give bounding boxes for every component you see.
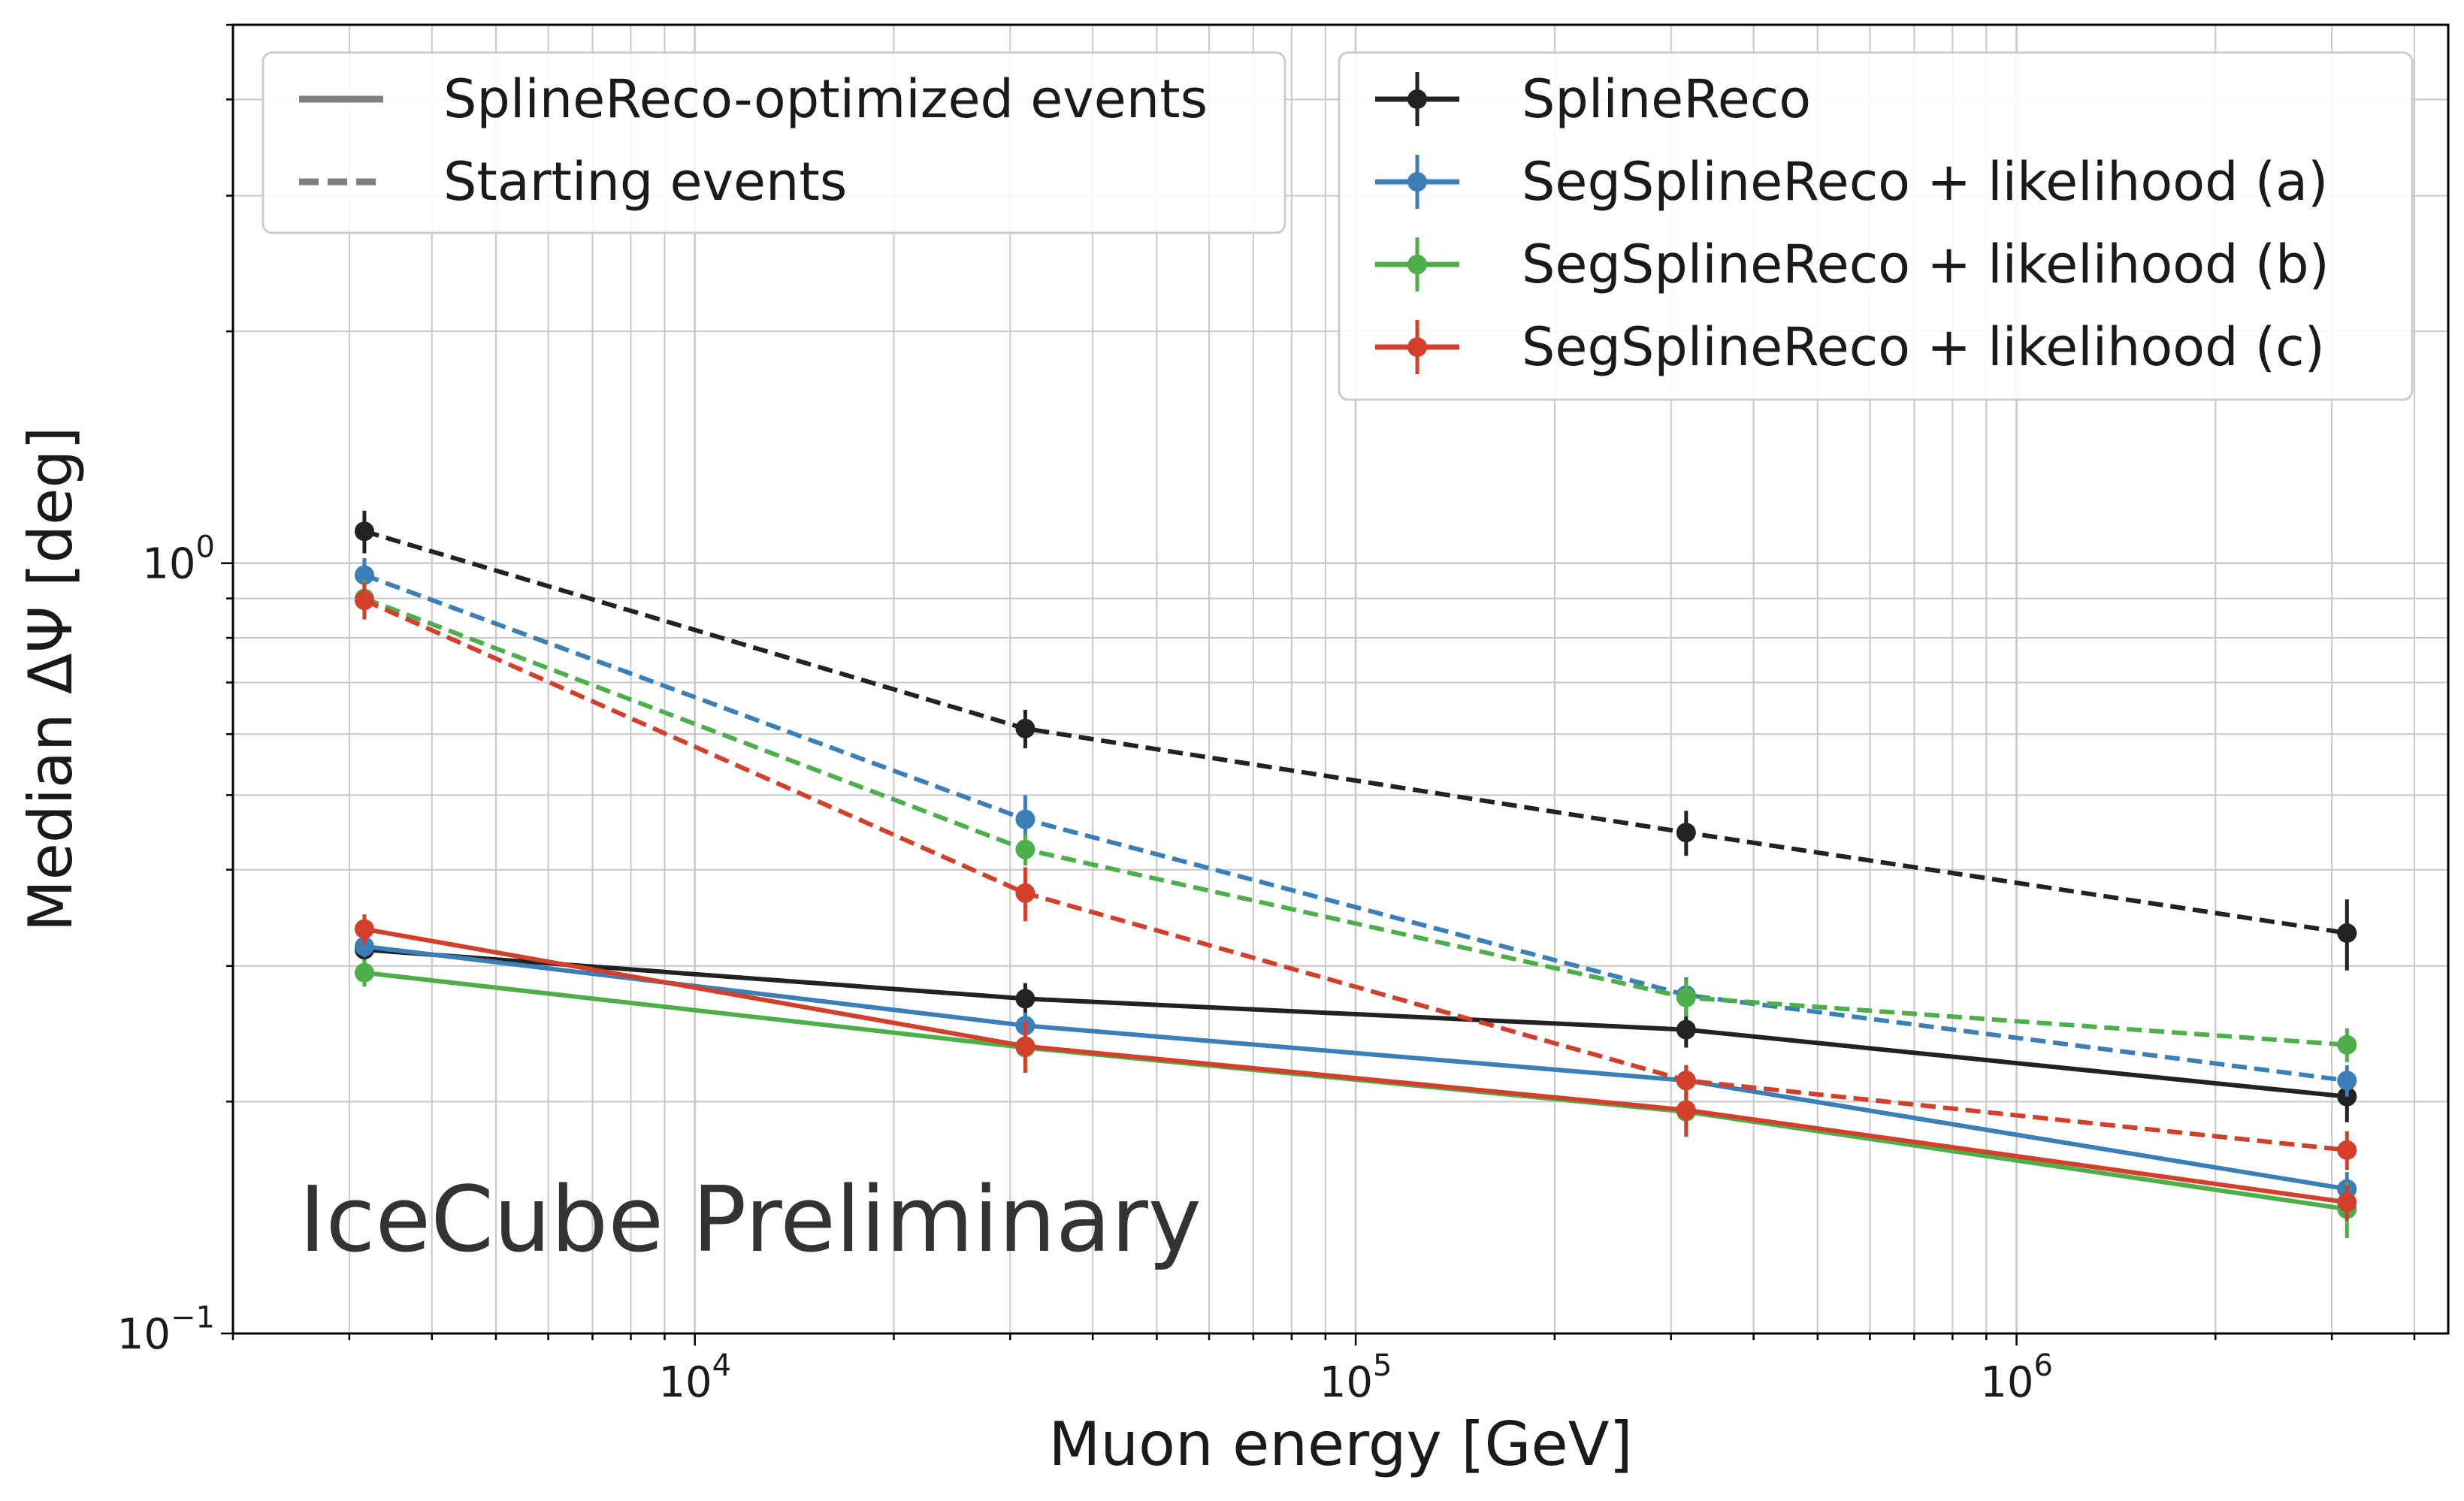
legend-frame xyxy=(1338,51,2414,401)
data-point xyxy=(354,565,374,585)
legend-marker xyxy=(1407,337,1427,357)
data-point xyxy=(1676,987,1696,1007)
x-tick-label-base: 10 xyxy=(1980,1358,2033,1407)
x-tick-label-exponent: 6 xyxy=(2033,1348,2052,1383)
y-tick-label: 100 xyxy=(142,530,215,589)
legend-label: SplineReco-optimized events xyxy=(443,68,1208,130)
legend-label: SegSplineReco + likelihood (b) xyxy=(1522,234,2329,295)
data-point xyxy=(354,936,374,956)
legend-marker xyxy=(1407,172,1427,192)
series-line xyxy=(363,596,2348,1047)
series-line xyxy=(363,598,2348,1152)
legend-marker xyxy=(1407,89,1427,109)
y-tick-label: 10−1 xyxy=(117,1300,215,1359)
x-tick-label-base: 10 xyxy=(658,1358,712,1407)
y-tick-label-exponent: −1 xyxy=(171,1300,215,1335)
y-tick-label-exponent: 0 xyxy=(196,530,215,565)
legend-label: Starting events xyxy=(443,151,847,213)
data-point xyxy=(2337,1034,2357,1055)
series-dashed xyxy=(354,558,2357,1097)
data-point xyxy=(354,919,374,939)
icecube-preliminary-annotation: IceCube Preliminary xyxy=(299,1168,1202,1273)
data-point xyxy=(1015,1036,1035,1056)
legend-methods: SplineReco SegSplineReco + likelihood (a)… xyxy=(1338,51,2414,401)
legend-frame xyxy=(262,51,1286,234)
data-point xyxy=(1015,809,1035,829)
data-point xyxy=(354,590,374,611)
data-point xyxy=(1676,823,1696,843)
series-solid xyxy=(354,914,2357,1222)
legend-label: SegSplineReco + likelihood (a) xyxy=(1522,151,2328,213)
data-point xyxy=(1676,1100,1696,1120)
data-series xyxy=(354,510,2357,1239)
x-tick-label: 104 xyxy=(658,1348,731,1407)
x-tick-label: 105 xyxy=(1320,1348,1392,1407)
data-point xyxy=(1676,1019,1696,1040)
data-point xyxy=(354,962,374,983)
series-line xyxy=(364,529,2348,935)
series-line xyxy=(364,947,2348,1099)
series-dashed xyxy=(354,581,2357,1170)
x-tick-label-exponent: 4 xyxy=(712,1348,731,1383)
data-point xyxy=(1676,1071,1696,1091)
series-line xyxy=(364,926,2348,1205)
legend-label: SplineReco xyxy=(1522,68,1811,130)
plot-frame xyxy=(231,23,2450,1335)
data-point xyxy=(1015,883,1035,903)
data-point xyxy=(1015,839,1035,859)
data-point xyxy=(2337,923,2357,944)
data-point xyxy=(354,521,374,542)
x-tick-label: 106 xyxy=(1980,1348,2053,1407)
legend-label: SegSplineReco + likelihood (c) xyxy=(1522,316,2325,378)
y-tick-label-base: 10 xyxy=(117,1310,171,1359)
data-point xyxy=(2337,1192,2357,1213)
data-point xyxy=(2337,1140,2357,1160)
y-tick-label-base: 10 xyxy=(142,540,195,589)
series-dashed xyxy=(354,510,2357,971)
series-line xyxy=(363,572,2348,1083)
legend-marker xyxy=(1407,255,1427,274)
data-point xyxy=(1015,718,1035,738)
x-axis-label: Muon energy [GeV] xyxy=(1048,1409,1632,1479)
x-tick-label-exponent: 5 xyxy=(1373,1348,1392,1383)
x-tick-label-base: 10 xyxy=(1320,1358,1373,1407)
data-point xyxy=(2337,1071,2357,1091)
data-point xyxy=(1015,989,1035,1009)
legend-linestyle: SplineReco-optimized events Starting even… xyxy=(262,51,1286,234)
y-axis-label: Median ΔΨ [deg] xyxy=(16,427,86,932)
